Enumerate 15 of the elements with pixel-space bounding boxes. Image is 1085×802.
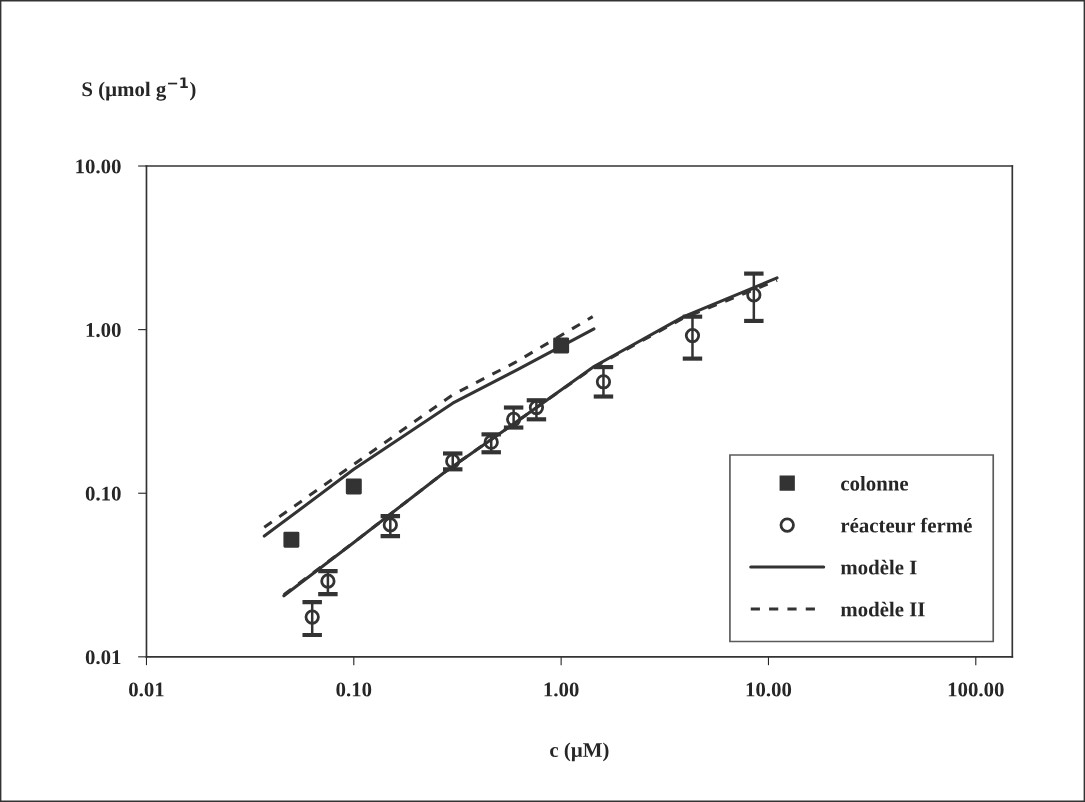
x-tick-label: 1.00: [544, 682, 579, 697]
x-tick-label: 10.00: [746, 682, 792, 697]
legend-label: réacteur fermé: [840, 517, 972, 533]
y-axis-title: S (µmol g$^{−1}$): [82, 77, 196, 101]
x-tick-label: 0.01: [129, 682, 164, 697]
legend-label: modèle I: [840, 559, 917, 575]
y-tick-label: 0.01: [85, 650, 121, 665]
x-tick-label: 0.10: [336, 682, 372, 697]
x-axis-title: c (µM): [550, 742, 609, 762]
y-tick-label: 1.00: [86, 323, 121, 338]
x-tick-label: 100.00: [948, 682, 1004, 697]
y-tick-label: 10.00: [76, 159, 121, 174]
legend-label: colonne: [841, 475, 909, 491]
y-tick-label: 0.10: [85, 486, 121, 501]
legend-label: modèle II: [840, 601, 925, 617]
